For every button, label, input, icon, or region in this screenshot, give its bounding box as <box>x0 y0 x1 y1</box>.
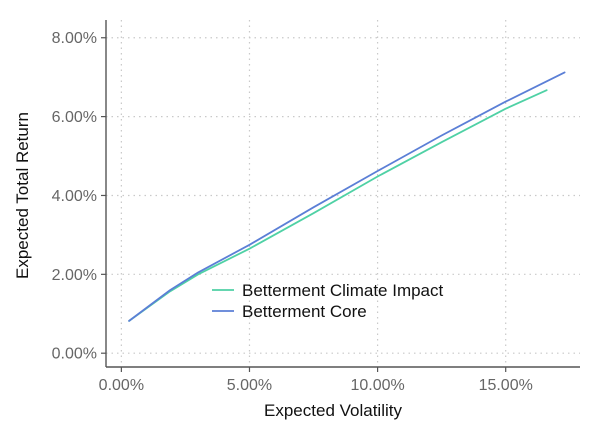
y-tick-label: 2.00% <box>52 267 97 284</box>
series-layer <box>128 71 566 322</box>
x-tick-label: 10.00% <box>350 377 404 394</box>
legend-label-betterment-climate-impact: Betterment Climate Impact <box>242 281 444 300</box>
y-tick-label: 0.00% <box>52 346 97 363</box>
legend-label-betterment-core: Betterment Core <box>242 302 367 321</box>
x-tick-label: 0.00% <box>99 377 144 394</box>
y-tick-label: 4.00% <box>52 188 97 205</box>
x-axis-title: Expected Volatility <box>264 401 402 420</box>
x-tick-label: 15.00% <box>479 377 533 394</box>
legend: Betterment Climate Impact Betterment Core <box>212 281 444 321</box>
y-tick-label: 6.00% <box>52 109 97 126</box>
x-tick-label: 5.00% <box>227 377 272 394</box>
axes-layer: 0.00% 2.00% 4.00% 6.00% 8.00% 0.00% 5.00% 10.00… <box>52 20 580 394</box>
series-line-betterment-core <box>128 71 566 322</box>
y-axis-title: Expected Total Return <box>13 112 32 279</box>
series-line-betterment-climate-impact <box>128 89 548 322</box>
y-tick-label: 8.00% <box>52 30 97 47</box>
